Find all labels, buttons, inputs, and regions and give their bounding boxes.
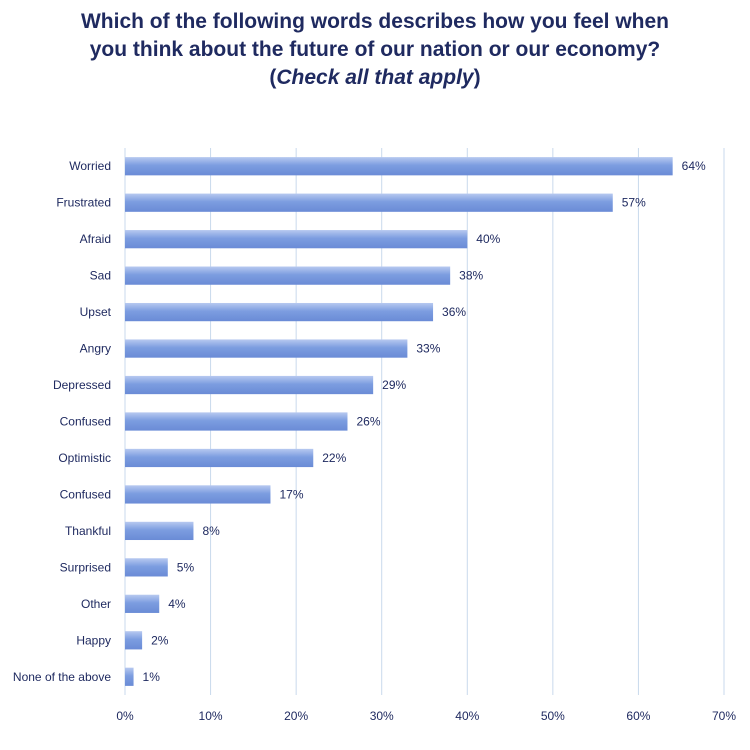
value-label: 1% <box>143 670 161 684</box>
category-label: Frustrated <box>56 196 111 210</box>
category-label: None of the above <box>13 670 111 684</box>
bar <box>125 667 134 686</box>
bar <box>125 302 434 322</box>
bars <box>125 157 673 686</box>
bar <box>125 558 168 577</box>
value-label: 36% <box>442 305 466 319</box>
bar <box>125 485 271 504</box>
value-label: 64% <box>682 159 706 173</box>
value-label: 4% <box>168 597 186 611</box>
category-label: Afraid <box>80 232 111 246</box>
chart-title-main: Which of the following words describes h… <box>80 10 670 61</box>
labels: 0% 10% 20% 30% 40% 50% 60% 70% Worried 64% Frustra… <box>13 159 736 723</box>
chart-title-italic: Check all that apply <box>276 66 474 89</box>
bar <box>125 448 314 468</box>
chart-title-open-paren: ( <box>269 66 277 89</box>
chart-title: Which of the following words describes h… <box>60 8 690 92</box>
category-label: Thankful <box>65 524 111 538</box>
category-label: Other <box>81 597 111 611</box>
value-label: 2% <box>151 633 169 647</box>
value-label: 22% <box>322 451 346 465</box>
value-label: 29% <box>382 378 406 392</box>
bar <box>125 266 451 285</box>
chart-title-close-paren: ) <box>473 66 481 89</box>
value-label: 8% <box>202 524 220 538</box>
category-label: Surprised <box>60 560 111 574</box>
category-label: Worried <box>69 159 111 173</box>
category-label: Happy <box>76 633 111 647</box>
value-label: 17% <box>279 487 303 501</box>
bar <box>125 339 408 358</box>
bar <box>125 594 160 613</box>
x-tick-label: 70% <box>712 709 736 723</box>
x-tick-label: 50% <box>541 709 565 723</box>
category-label: Optimistic <box>58 451 111 465</box>
x-tick-label: 30% <box>370 709 394 723</box>
category-label: Upset <box>80 305 112 319</box>
x-tick-label: 20% <box>284 709 308 723</box>
bar <box>125 157 673 176</box>
value-label: 57% <box>622 196 646 210</box>
bar <box>125 193 613 212</box>
value-label: 40% <box>476 232 500 246</box>
x-tick-label: 10% <box>199 709 223 723</box>
category-label: Sad <box>90 269 111 283</box>
x-tick-label: 0% <box>116 709 134 723</box>
value-label: 38% <box>459 269 483 283</box>
x-tick-label: 40% <box>455 709 479 723</box>
bar <box>125 631 143 650</box>
category-label: Confused <box>60 415 111 429</box>
bar <box>125 375 374 395</box>
category-label: Depressed <box>53 378 111 392</box>
value-label: 33% <box>416 342 440 356</box>
bar <box>125 412 348 431</box>
category-label: Angry <box>80 342 111 356</box>
value-label: 26% <box>356 415 380 429</box>
bar <box>125 521 194 541</box>
value-label: 5% <box>177 560 195 574</box>
category-label: Confused <box>60 487 111 501</box>
bar <box>125 230 468 249</box>
x-tick-label: 60% <box>626 709 650 723</box>
